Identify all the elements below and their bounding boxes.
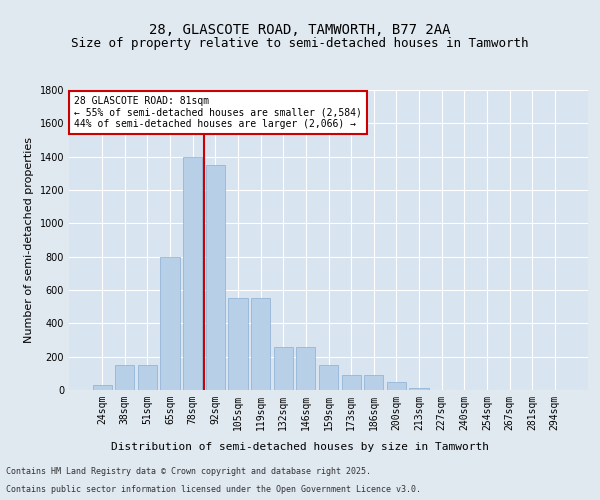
Bar: [319, 365, 338, 390]
Bar: [183, 156, 202, 390]
Bar: [229, 298, 248, 390]
Text: 28, GLASCOTE ROAD, TAMWORTH, B77 2AA: 28, GLASCOTE ROAD, TAMWORTH, B77 2AA: [149, 22, 451, 36]
Bar: [409, 388, 428, 390]
Text: 28 GLASCOTE ROAD: 81sqm
← 55% of semi-detached houses are smaller (2,584)
44% of: 28 GLASCOTE ROAD: 81sqm ← 55% of semi-de…: [74, 96, 362, 129]
Bar: [160, 256, 180, 390]
Bar: [341, 375, 361, 390]
Bar: [138, 365, 157, 390]
Text: Size of property relative to semi-detached houses in Tamworth: Size of property relative to semi-detach…: [71, 38, 529, 51]
Text: Contains public sector information licensed under the Open Government Licence v3: Contains public sector information licen…: [6, 485, 421, 494]
Bar: [364, 375, 383, 390]
Bar: [92, 385, 112, 390]
Bar: [387, 382, 406, 390]
Bar: [296, 346, 316, 390]
Y-axis label: Number of semi-detached properties: Number of semi-detached properties: [24, 137, 34, 343]
Bar: [274, 346, 293, 390]
Text: Distribution of semi-detached houses by size in Tamworth: Distribution of semi-detached houses by …: [111, 442, 489, 452]
Text: Contains HM Land Registry data © Crown copyright and database right 2025.: Contains HM Land Registry data © Crown c…: [6, 468, 371, 476]
Bar: [206, 165, 225, 390]
Bar: [115, 365, 134, 390]
Bar: [251, 298, 270, 390]
